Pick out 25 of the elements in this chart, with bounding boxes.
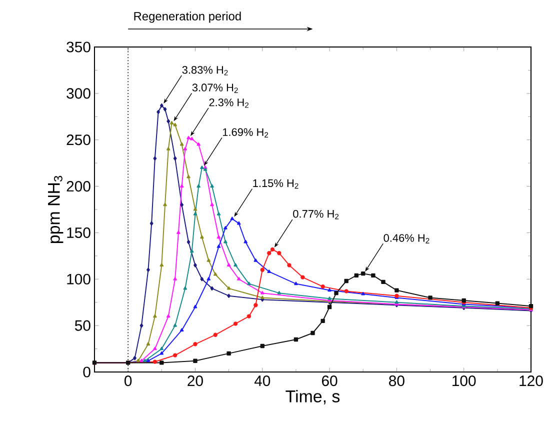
y-tick-label: 350 xyxy=(66,42,90,52)
x-tick-label: 120 xyxy=(520,376,543,386)
x-tick-label: 40 xyxy=(254,376,270,386)
text: 1.15% H$_{2}$ xyxy=(253,179,298,189)
y-tick-label: 300 xyxy=(66,88,90,99)
x-axis-title: Time, s xyxy=(286,390,340,404)
text: 2.3% H$_{2}$ xyxy=(209,98,249,108)
y-tick-label: 250 xyxy=(66,134,90,146)
y-tick-label: 100 xyxy=(67,274,90,284)
y-axis-title: ppm NH$_{3}$ xyxy=(48,176,64,244)
y-tick-label: 50 xyxy=(74,320,90,331)
y-tick-label: 0 xyxy=(83,366,90,378)
x-tick-label: 0 xyxy=(124,376,132,386)
x-tick-label: 60 xyxy=(322,376,338,386)
x-tick-label: 100 xyxy=(452,376,476,386)
y-tick-label: 150 xyxy=(67,227,90,238)
x-tick-label: 20 xyxy=(188,376,203,386)
y-tick-label: 200 xyxy=(66,180,90,192)
text: 0.46% H$_{2}$ xyxy=(384,234,430,244)
text: 1.69% H$_{2}$ xyxy=(222,128,268,138)
text: 3.83% H$_{2}$ xyxy=(182,66,228,76)
text: 0.77% H$_{2}$ xyxy=(293,210,339,220)
text: Regeneration period xyxy=(134,12,241,23)
x-tick-label: 80 xyxy=(389,376,404,386)
text: 3.07% H$_{2}$ xyxy=(192,84,238,93)
